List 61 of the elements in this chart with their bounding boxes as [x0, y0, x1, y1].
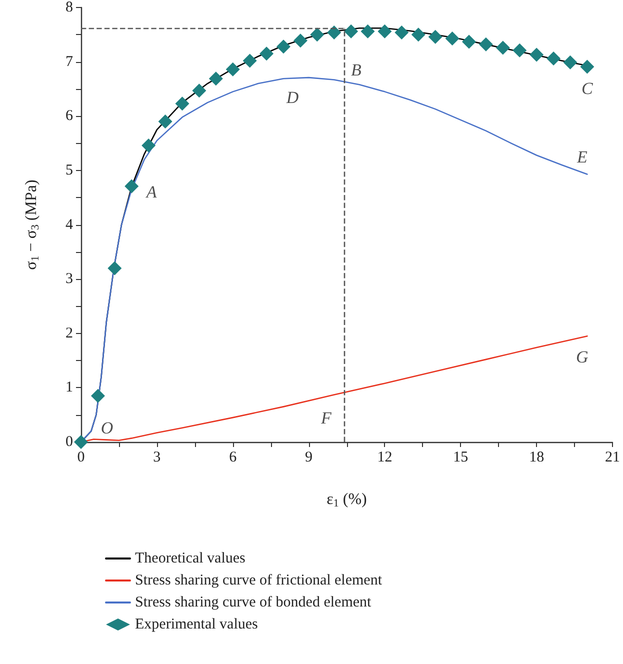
point [260, 46, 274, 61]
x-tick-label: 18 [529, 450, 544, 466]
legend-label: Experimental values [135, 616, 258, 632]
annotation: G [576, 348, 588, 367]
point [360, 24, 375, 38]
point [310, 28, 324, 42]
y-tick-label: 4 [66, 216, 74, 233]
legend-label: Stress sharing curve of frictional element [135, 572, 383, 588]
point [74, 435, 88, 449]
point [344, 24, 358, 38]
y-tick-label: 7 [66, 54, 74, 70]
point [276, 40, 290, 54]
x-tick-label: 15 [453, 450, 468, 466]
annotation: O [100, 418, 114, 438]
point [108, 261, 122, 276]
y-axis-title: σ1 − σ3 (MPa) [23, 180, 42, 270]
annotation: E [576, 148, 588, 167]
x-tick-label: 0 [77, 450, 85, 466]
y-tick-label: 8 [66, 0, 73, 16]
point [242, 54, 257, 68]
y-tick-label: 6 [66, 108, 74, 124]
y-tick-label: 1 [66, 380, 73, 396]
x-tick-label: 12 [377, 450, 392, 466]
point [226, 62, 240, 76]
point [327, 25, 342, 40]
legend-label: Stress sharing curve of bonded element [135, 594, 372, 610]
point [496, 40, 510, 55]
x-tick-label: 6 [229, 450, 238, 466]
point [411, 28, 426, 42]
point [512, 43, 527, 58]
y-tick-label: 5 [66, 162, 73, 178]
point [378, 24, 392, 38]
point [478, 37, 493, 52]
point [563, 55, 578, 70]
y-tick-label: 3 [66, 271, 73, 288]
annotation: B [351, 60, 362, 80]
point [90, 388, 105, 403]
point [293, 34, 308, 48]
x-tick-label: 3 [153, 450, 161, 466]
x-tick-label: 21 [605, 450, 620, 466]
point [445, 31, 460, 46]
annotation: F [320, 408, 332, 428]
point [546, 52, 561, 66]
point [158, 114, 172, 129]
annotation: C [582, 79, 594, 98]
point [580, 60, 594, 74]
point [428, 30, 442, 44]
legend-label: Theoretical values [135, 550, 246, 566]
point [462, 34, 476, 49]
point [530, 48, 544, 62]
point [175, 96, 190, 111]
x-tick-label: 9 [305, 450, 313, 466]
y-tick-label: 2 [66, 325, 73, 342]
y-tick-label: 0 [66, 434, 73, 450]
point [192, 84, 206, 98]
annotation: D [285, 88, 300, 108]
point [124, 179, 139, 194]
annotation: A [145, 182, 158, 202]
point [208, 72, 223, 86]
point [142, 138, 156, 152]
point [394, 25, 409, 40]
